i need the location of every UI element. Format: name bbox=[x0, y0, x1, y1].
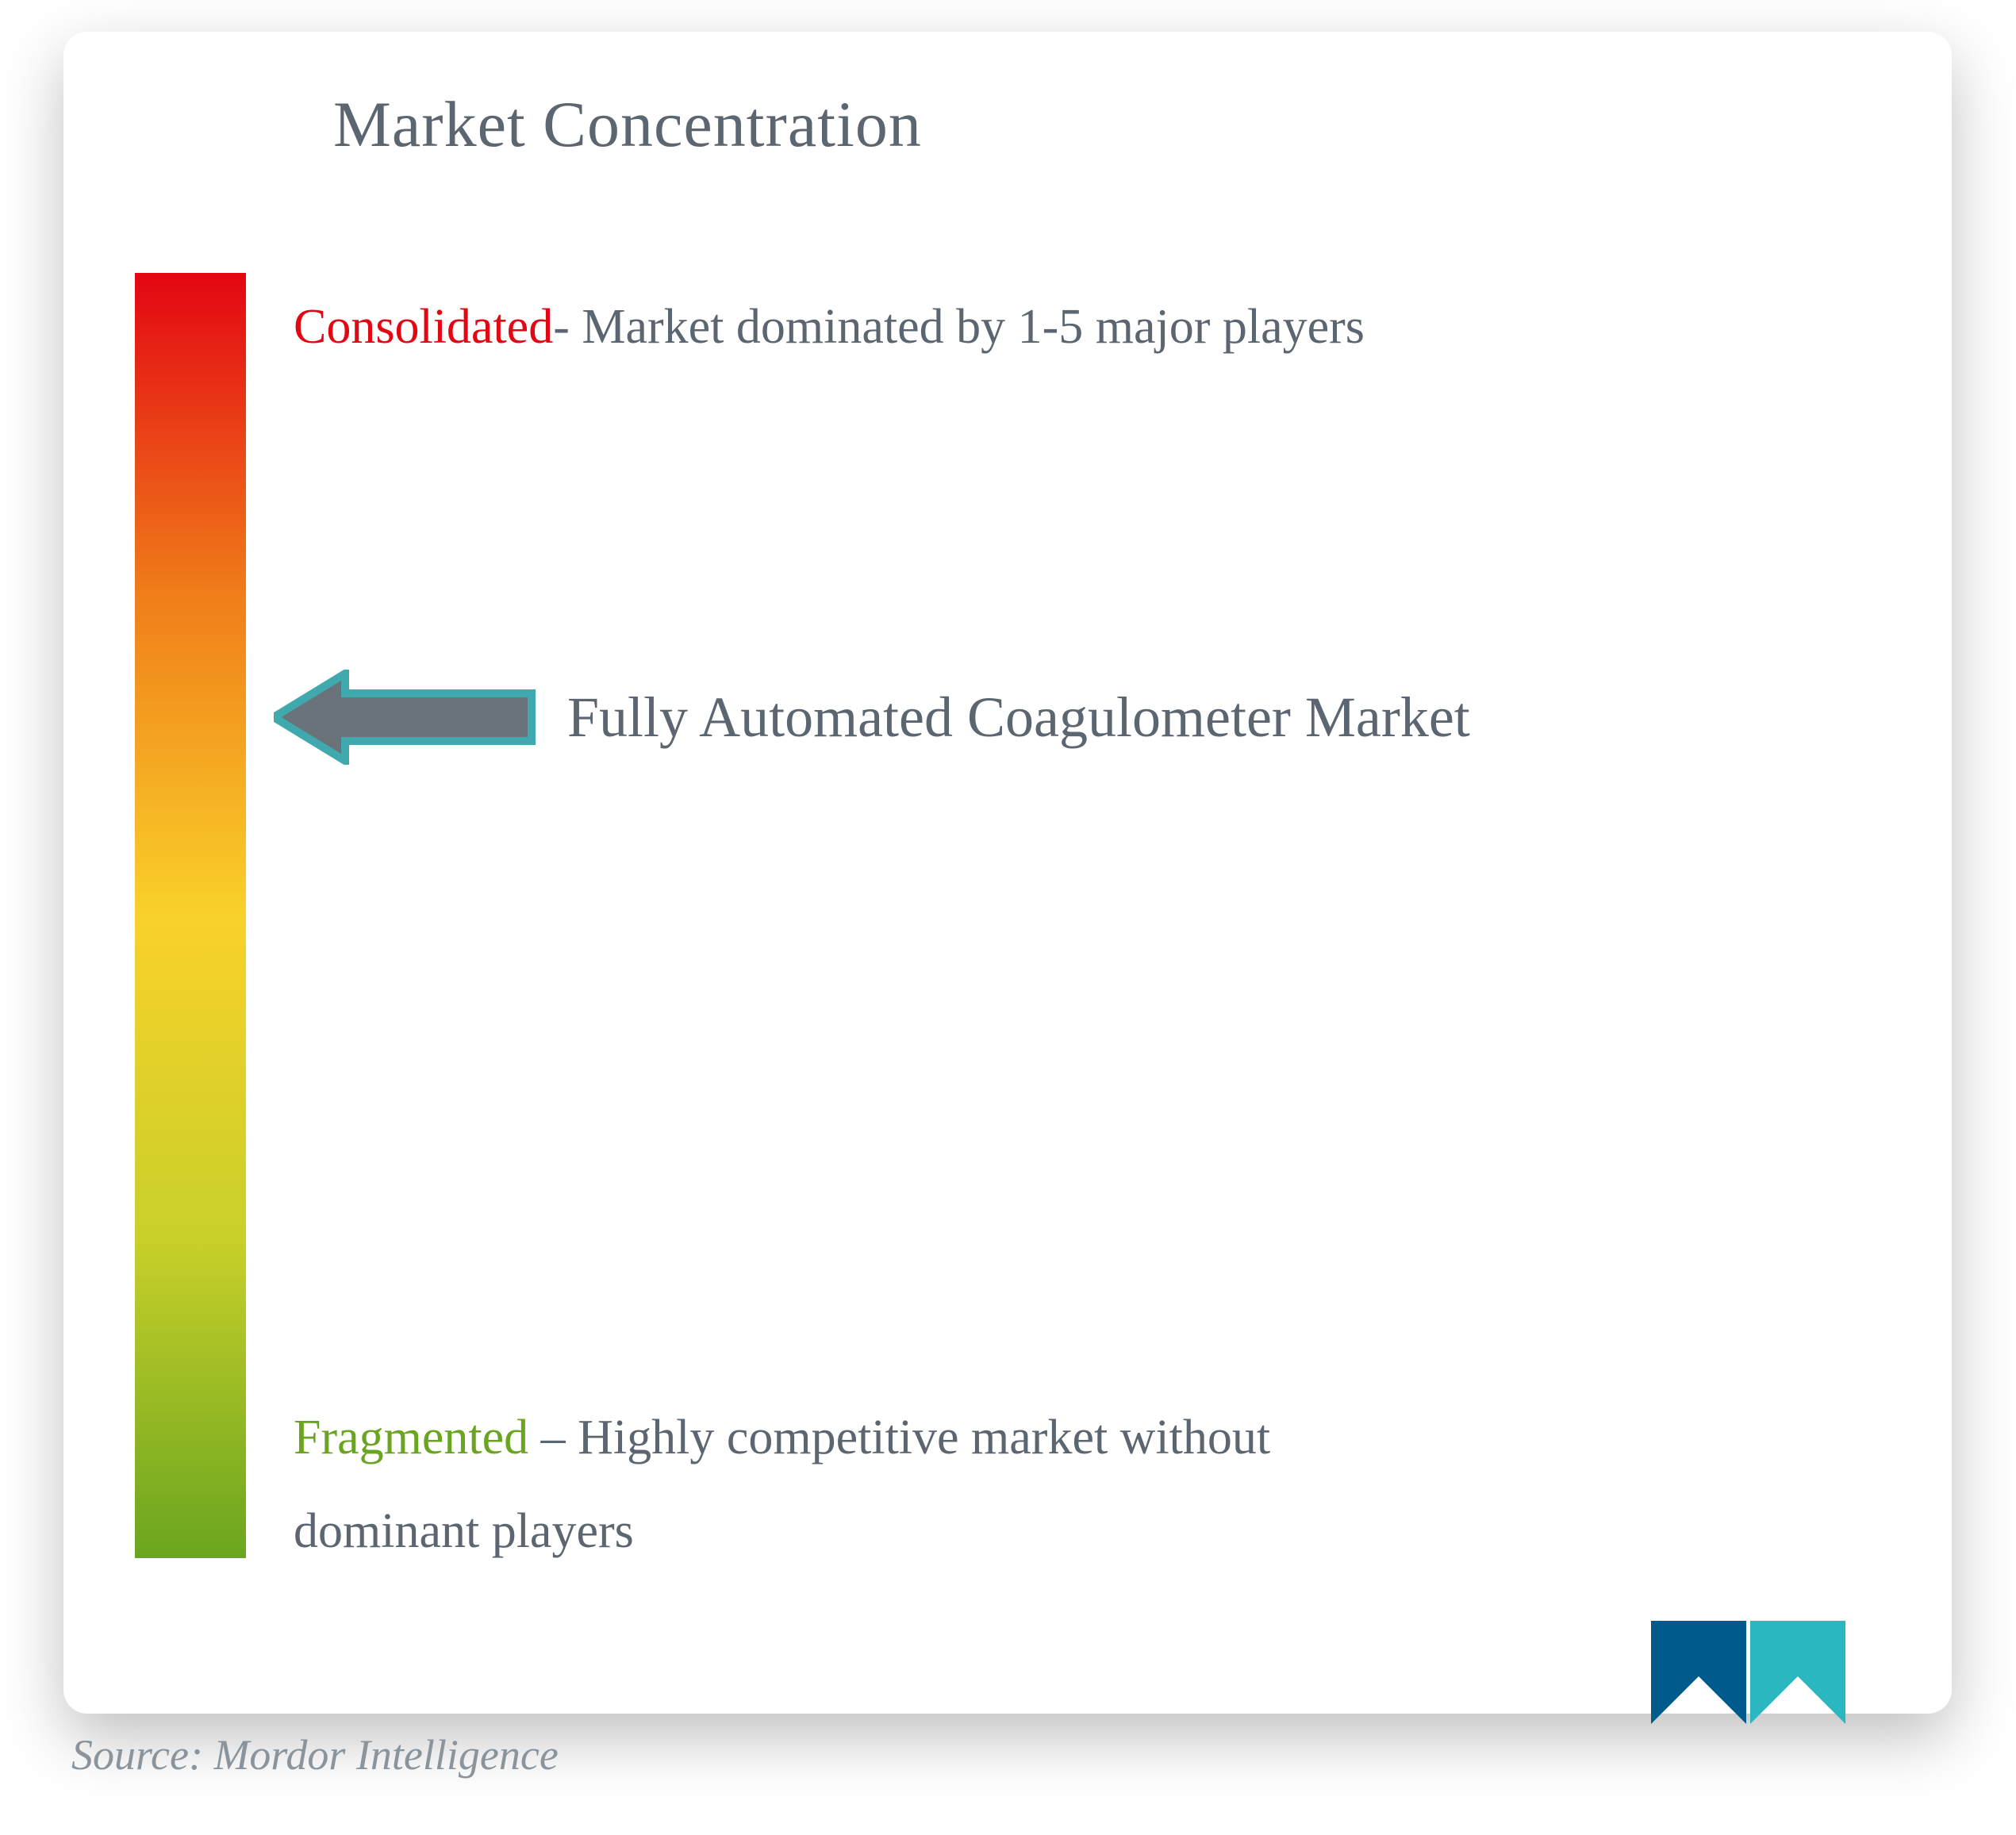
consolidated-keyword: Consolidated bbox=[294, 300, 553, 354]
concentration-gradient-bar bbox=[135, 273, 246, 1558]
consolidated-text: Market dominated by 1-5 major players bbox=[582, 300, 1365, 354]
fragmented-separator: – bbox=[528, 1411, 578, 1465]
fragmented-description: Fragmented – Highly competitive market w… bbox=[294, 1392, 1404, 1579]
logo-right-shape bbox=[1750, 1621, 1845, 1724]
source-name: Mordor Intelligence bbox=[213, 1731, 558, 1779]
left-arrow-icon bbox=[274, 670, 536, 765]
chart-title: Market Concentration bbox=[333, 87, 1888, 162]
market-pointer-row: Fully Automated Coagulometer Market bbox=[274, 670, 1470, 765]
source-attribution: Source: Mordor Intelligence bbox=[71, 1730, 559, 1779]
market-label: Fully Automated Coagulometer Market bbox=[567, 685, 1470, 751]
consolidated-separator: - bbox=[553, 300, 582, 354]
consolidated-description: Consolidated- Market dominated by 1-5 ma… bbox=[294, 281, 1365, 374]
logo-left-shape bbox=[1651, 1621, 1746, 1724]
content-area: Consolidated- Market dominated by 1-5 ma… bbox=[127, 273, 1888, 1582]
arrow-shape bbox=[274, 674, 532, 761]
mordor-logo-icon bbox=[1643, 1605, 1849, 1732]
infographic-card: Market Concentration Consolidated- Marke… bbox=[63, 32, 1952, 1714]
fragmented-keyword: Fragmented bbox=[294, 1411, 528, 1465]
source-prefix: Source: bbox=[71, 1731, 213, 1779]
